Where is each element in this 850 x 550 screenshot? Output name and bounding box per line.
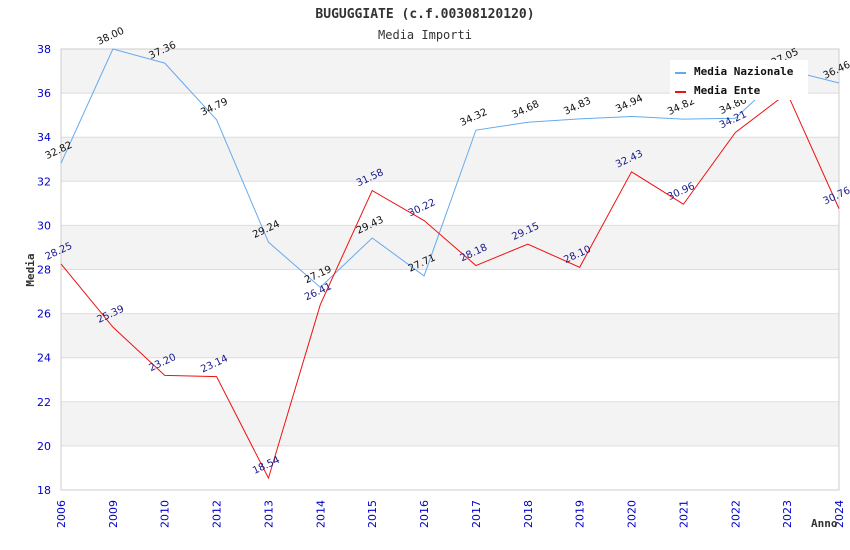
data-label: 38.00 <box>95 26 126 48</box>
grid-band <box>61 401 839 446</box>
x-tick-label: 2013 <box>262 500 275 528</box>
legend-label-ente: Media Ente <box>694 84 761 97</box>
x-tick-label: 2015 <box>366 500 379 528</box>
y-axis-label: Media <box>24 253 37 286</box>
x-tick-label: 2020 <box>626 500 639 528</box>
x-axis-ticks: 2006 2009 2010 2012 2013 2014 2015 2016 2017 2018… <box>55 500 846 528</box>
y-tick-label: 22 <box>37 396 51 409</box>
x-tick-label: 2010 <box>159 500 172 528</box>
legend-box <box>670 60 808 100</box>
series-line-ente <box>60 92 840 480</box>
x-tick-label: 2022 <box>729 500 742 528</box>
grid-band <box>61 313 839 358</box>
grid-band <box>61 225 839 270</box>
grid-lines <box>61 48 839 491</box>
chart-subtitle: Media Importi <box>378 28 472 42</box>
grid-bands <box>61 49 839 446</box>
x-axis-label: Anno <box>811 517 838 530</box>
x-tick-label: 2021 <box>677 500 690 528</box>
y-tick-label: 38 <box>37 43 51 56</box>
data-label: 34.83 <box>562 96 593 118</box>
data-label: 34.32 <box>459 107 490 129</box>
chart-title: BUGUGGIATE (c.f.00308120120) <box>315 7 534 22</box>
series-lines <box>60 48 840 480</box>
data-label: 30.96 <box>666 181 697 203</box>
x-tick-label: 2024 <box>833 500 846 528</box>
x-tick-label: 2006 <box>55 500 68 528</box>
y-tick-label: 28 <box>37 264 51 277</box>
data-label: 34.94 <box>614 93 645 115</box>
x-tick-label: 2009 <box>107 500 120 528</box>
y-tick-label: 32 <box>37 175 51 188</box>
x-tick-label: 2017 <box>470 500 483 528</box>
plot-border <box>60 48 840 491</box>
x-tick-label: 2014 <box>314 500 327 528</box>
data-label: 30.76 <box>822 185 850 207</box>
y-axis-ticks: 18 20 22 24 26 28 30 32 34 36 38 <box>37 43 51 497</box>
series-line-nazionale <box>60 48 840 289</box>
x-tick-label: 2019 <box>574 500 587 528</box>
y-tick-label: 26 <box>37 308 51 321</box>
x-tick-label: 2023 <box>781 500 794 528</box>
data-label: 34.79 <box>199 96 230 118</box>
y-tick-label: 36 <box>37 87 51 100</box>
legend-label-nazionale: Media Nazionale <box>694 65 794 78</box>
y-tick-label: 30 <box>37 219 51 232</box>
y-tick-label: 34 <box>37 131 51 144</box>
grid-band <box>61 137 839 182</box>
x-tick-label: 2012 <box>211 500 224 528</box>
y-tick-label: 24 <box>37 352 51 365</box>
x-tick-label: 2016 <box>418 500 431 528</box>
y-tick-label: 18 <box>37 484 51 497</box>
data-label: 30.22 <box>407 197 438 219</box>
legend: Media Nazionale Media Ente <box>670 60 808 100</box>
y-tick-label: 20 <box>37 440 51 453</box>
data-label: 34.68 <box>510 99 541 121</box>
x-tick-label: 2018 <box>522 500 535 528</box>
